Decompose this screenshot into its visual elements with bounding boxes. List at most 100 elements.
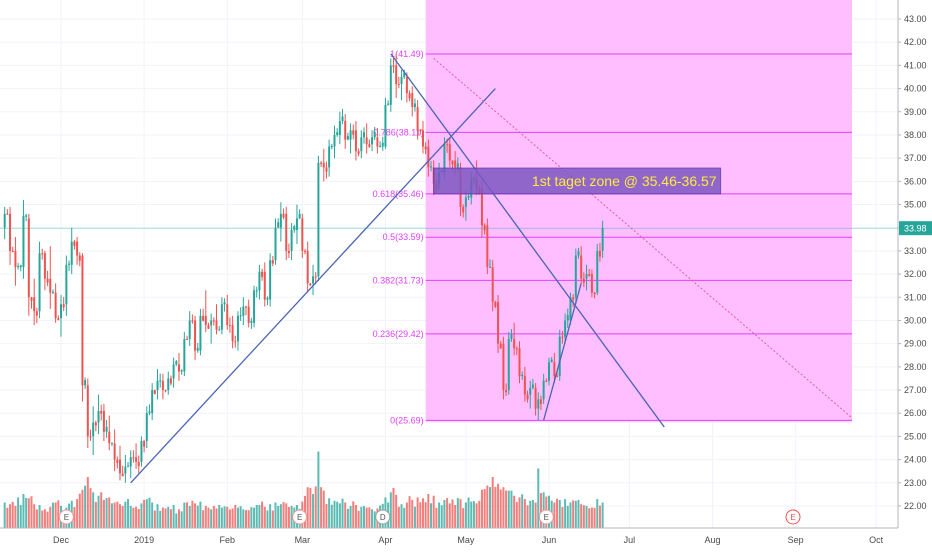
volume-bar: [497, 483, 500, 528]
volume-bar: [451, 499, 454, 528]
volume-bar: [371, 509, 374, 528]
candle-body: [317, 162, 320, 277]
candle-body: [3, 213, 6, 228]
volume-bar: [574, 500, 577, 528]
candle-body: [314, 276, 317, 278]
volume-bar: [596, 499, 599, 528]
event-marker-circle[interactable]: [292, 509, 308, 525]
volume-bar: [279, 504, 282, 528]
candle-body: [411, 93, 414, 108]
candle-body: [467, 196, 470, 198]
price-tick-label: 35.00: [904, 200, 927, 210]
candle-body: [180, 370, 183, 372]
volume-bar: [274, 502, 277, 528]
candle-body: [35, 311, 38, 316]
earnings-marker[interactable]: E: [292, 509, 308, 525]
candle-body: [70, 241, 73, 265]
target-zone-box[interactable]: [433, 167, 722, 195]
candle-body: [392, 65, 395, 67]
volume-bar: [427, 494, 430, 528]
candle-body: [389, 65, 392, 105]
target-zone-label: 1st taget zone @ 35.46-36.57: [532, 173, 717, 189]
volume-bar: [373, 511, 376, 528]
price-tick-label: 24.00: [904, 455, 927, 465]
candle-body: [497, 301, 500, 344]
trend-line[interactable]: [390, 53, 665, 428]
candle-body: [566, 315, 569, 321]
candle-body: [561, 336, 564, 338]
candle-body: [57, 318, 60, 320]
volume-bar: [215, 508, 218, 528]
volume-bar: [3, 502, 6, 528]
volume-bar: [472, 501, 475, 528]
event-marker-label: E: [64, 513, 69, 522]
candle-body: [282, 213, 285, 218]
candle-body: [94, 422, 97, 426]
volume-bar: [207, 507, 210, 528]
volume-bar: [392, 487, 395, 528]
drawing-tools[interactable]: 1st taget zone @ 35.46-36.57: [130, 53, 853, 484]
fib-zone-base: [425, 420, 852, 423]
event-marker-circle[interactable]: [58, 509, 74, 525]
volume-bar: [110, 503, 113, 528]
volume-bar: [395, 494, 398, 528]
candle-body: [598, 250, 601, 257]
price-tick-label: 32.00: [904, 269, 927, 279]
candle-body: [22, 216, 25, 268]
candle-body: [446, 144, 449, 146]
candle-body: [49, 278, 52, 293]
volume-bar: [231, 508, 234, 528]
candle-body: [43, 253, 46, 279]
event-marker-circle[interactable]: [538, 509, 554, 525]
price-tick-label: 42.00: [904, 37, 927, 47]
time-tick-label: Jul: [624, 535, 636, 545]
trend-line[interactable]: [130, 88, 496, 484]
fib-level-label: 1(41.49): [390, 49, 424, 59]
volume-bar: [389, 492, 392, 528]
volume-bar: [558, 499, 561, 528]
trend-line[interactable]: [543, 283, 582, 421]
volume-bar: [534, 502, 537, 528]
volume-bar: [510, 490, 513, 528]
volume-bar: [97, 495, 100, 528]
volume-bar: [577, 500, 580, 528]
volume-bar: [580, 504, 583, 528]
volume-bar: [430, 503, 433, 528]
volume-bar: [448, 503, 451, 528]
candle-body: [338, 121, 341, 135]
earnings-marker[interactable]: E: [538, 509, 554, 525]
dividend-marker[interactable]: D: [375, 509, 391, 525]
time-tick-label: Apr: [378, 535, 392, 545]
candle-body: [491, 267, 494, 302]
candle-body: [261, 271, 264, 277]
volume-bar: [33, 504, 36, 528]
volume-bar: [349, 505, 352, 528]
candle-body: [81, 255, 84, 386]
earnings-marker[interactable]: E: [785, 509, 801, 525]
volume-bar: [164, 508, 167, 528]
volume-bar: [191, 500, 194, 528]
candle-body: [183, 339, 186, 372]
volume-bar: [247, 510, 250, 528]
candle-body: [9, 213, 12, 251]
event-marker-circle[interactable]: [375, 509, 391, 525]
volume-bar: [421, 498, 424, 528]
volume-bar: [43, 509, 46, 528]
volume-bar: [196, 505, 199, 528]
earnings-marker[interactable]: E: [58, 509, 74, 525]
candle-body: [408, 93, 411, 99]
volume-bar: [456, 498, 459, 528]
event-marker-circle[interactable]: [785, 509, 801, 525]
volume-bar: [336, 501, 339, 528]
candle-body: [301, 218, 304, 251]
candle-body: [236, 315, 239, 342]
candle-body: [564, 320, 567, 337]
volume-bar: [145, 499, 148, 528]
candle-body: [368, 144, 371, 147]
volume-bar: [424, 502, 427, 528]
volume-bar: [440, 505, 443, 528]
candle-body: [266, 297, 269, 300]
